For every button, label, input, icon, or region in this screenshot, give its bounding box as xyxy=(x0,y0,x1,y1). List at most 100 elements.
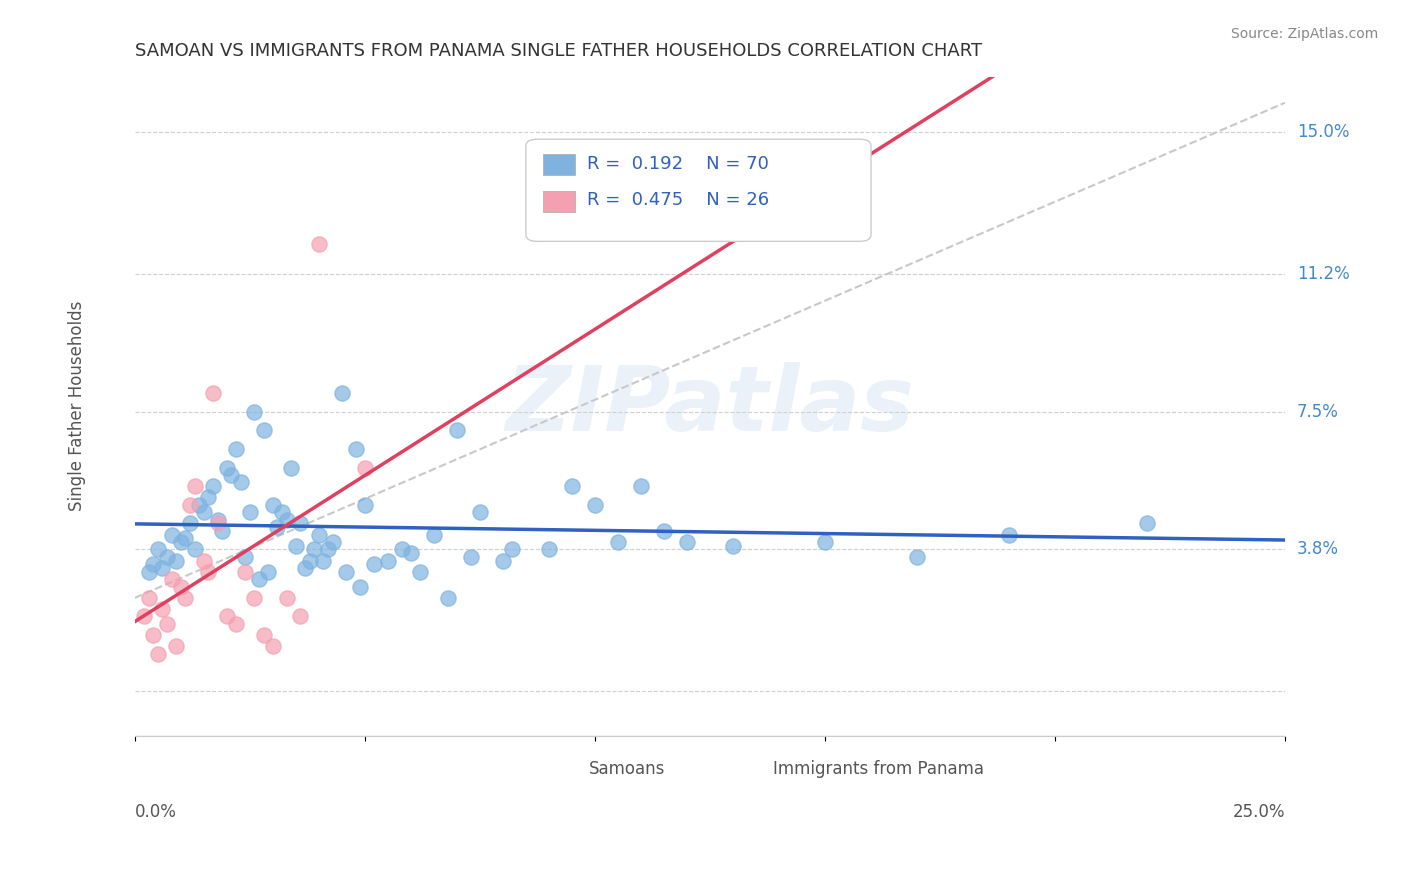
Point xyxy=(446,423,468,437)
Point xyxy=(165,640,187,654)
Point xyxy=(492,554,515,568)
Point xyxy=(290,516,312,531)
Point xyxy=(344,442,367,456)
Point xyxy=(207,516,229,531)
Point xyxy=(179,498,201,512)
Point xyxy=(276,513,298,527)
Point xyxy=(142,558,165,572)
Point xyxy=(150,602,173,616)
Point xyxy=(271,505,294,519)
Point xyxy=(391,542,413,557)
Point xyxy=(229,475,252,490)
Text: ZIPatlas: ZIPatlas xyxy=(505,362,914,450)
Point xyxy=(183,542,205,557)
Point xyxy=(312,554,335,568)
Point xyxy=(308,237,330,252)
Point xyxy=(150,561,173,575)
Point xyxy=(142,628,165,642)
Point xyxy=(276,591,298,605)
Point xyxy=(322,535,344,549)
Point xyxy=(211,524,233,538)
Point xyxy=(436,591,458,605)
Text: R =  0.192    N = 70: R = 0.192 N = 70 xyxy=(586,154,769,172)
Point xyxy=(262,498,284,512)
Point xyxy=(132,609,155,624)
Point xyxy=(233,565,256,579)
Text: SAMOAN VS IMMIGRANTS FROM PANAMA SINGLE FATHER HOUSEHOLDS CORRELATION CHART: SAMOAN VS IMMIGRANTS FROM PANAMA SINGLE … xyxy=(135,42,981,60)
Point xyxy=(243,405,266,419)
Point xyxy=(257,565,280,579)
Text: 15.0%: 15.0% xyxy=(1296,123,1350,142)
Point xyxy=(165,554,187,568)
Point xyxy=(561,479,583,493)
Point xyxy=(233,549,256,564)
Text: 7.5%: 7.5% xyxy=(1296,402,1339,421)
Point xyxy=(676,535,699,549)
Text: Immigrants from Panama: Immigrants from Panama xyxy=(773,760,984,778)
Text: 0.0%: 0.0% xyxy=(135,803,177,821)
FancyBboxPatch shape xyxy=(548,759,581,780)
Text: R =  0.475    N = 26: R = 0.475 N = 26 xyxy=(586,192,769,210)
Point xyxy=(225,442,247,456)
Point xyxy=(243,591,266,605)
Point xyxy=(308,527,330,541)
Point xyxy=(174,591,197,605)
Text: Single Father Households: Single Father Households xyxy=(69,301,86,511)
Point xyxy=(290,609,312,624)
Point xyxy=(814,535,837,549)
Point xyxy=(583,498,606,512)
Point xyxy=(630,479,652,493)
Point xyxy=(298,554,321,568)
Point xyxy=(215,609,238,624)
Point xyxy=(207,513,229,527)
Point xyxy=(284,539,307,553)
Point xyxy=(316,542,339,557)
FancyBboxPatch shape xyxy=(526,139,870,242)
Point xyxy=(201,386,224,401)
Point xyxy=(905,549,928,564)
Point xyxy=(138,591,160,605)
Text: 3.8%: 3.8% xyxy=(1296,541,1339,558)
Point xyxy=(377,554,399,568)
Point xyxy=(353,460,375,475)
Text: Source: ZipAtlas.com: Source: ZipAtlas.com xyxy=(1230,27,1378,41)
Point xyxy=(652,524,675,538)
Point xyxy=(188,498,211,512)
Point xyxy=(146,542,169,557)
Point xyxy=(146,647,169,661)
Point xyxy=(247,572,270,586)
FancyBboxPatch shape xyxy=(543,154,575,176)
Point xyxy=(160,527,183,541)
Point xyxy=(537,542,560,557)
Text: 25.0%: 25.0% xyxy=(1233,803,1285,821)
Point xyxy=(193,554,215,568)
Point xyxy=(353,498,375,512)
Point xyxy=(468,505,491,519)
Point xyxy=(225,616,247,631)
Point xyxy=(349,580,371,594)
Point xyxy=(363,558,385,572)
Point xyxy=(280,460,302,475)
Point xyxy=(193,505,215,519)
Point xyxy=(156,616,179,631)
Point xyxy=(399,546,422,560)
Point xyxy=(221,468,243,483)
Point xyxy=(252,423,274,437)
Point xyxy=(170,535,193,549)
FancyBboxPatch shape xyxy=(733,759,765,780)
Point xyxy=(179,516,201,531)
Point xyxy=(721,539,744,553)
Point xyxy=(197,491,219,505)
Point xyxy=(156,549,179,564)
Point xyxy=(998,527,1021,541)
Point xyxy=(138,565,160,579)
Point xyxy=(197,565,219,579)
Point xyxy=(170,580,193,594)
Text: 11.2%: 11.2% xyxy=(1296,265,1350,283)
Text: Samoans: Samoans xyxy=(589,760,665,778)
Point xyxy=(252,628,274,642)
Point xyxy=(174,531,197,545)
Point xyxy=(294,561,316,575)
Point xyxy=(266,520,288,534)
Point xyxy=(423,527,446,541)
